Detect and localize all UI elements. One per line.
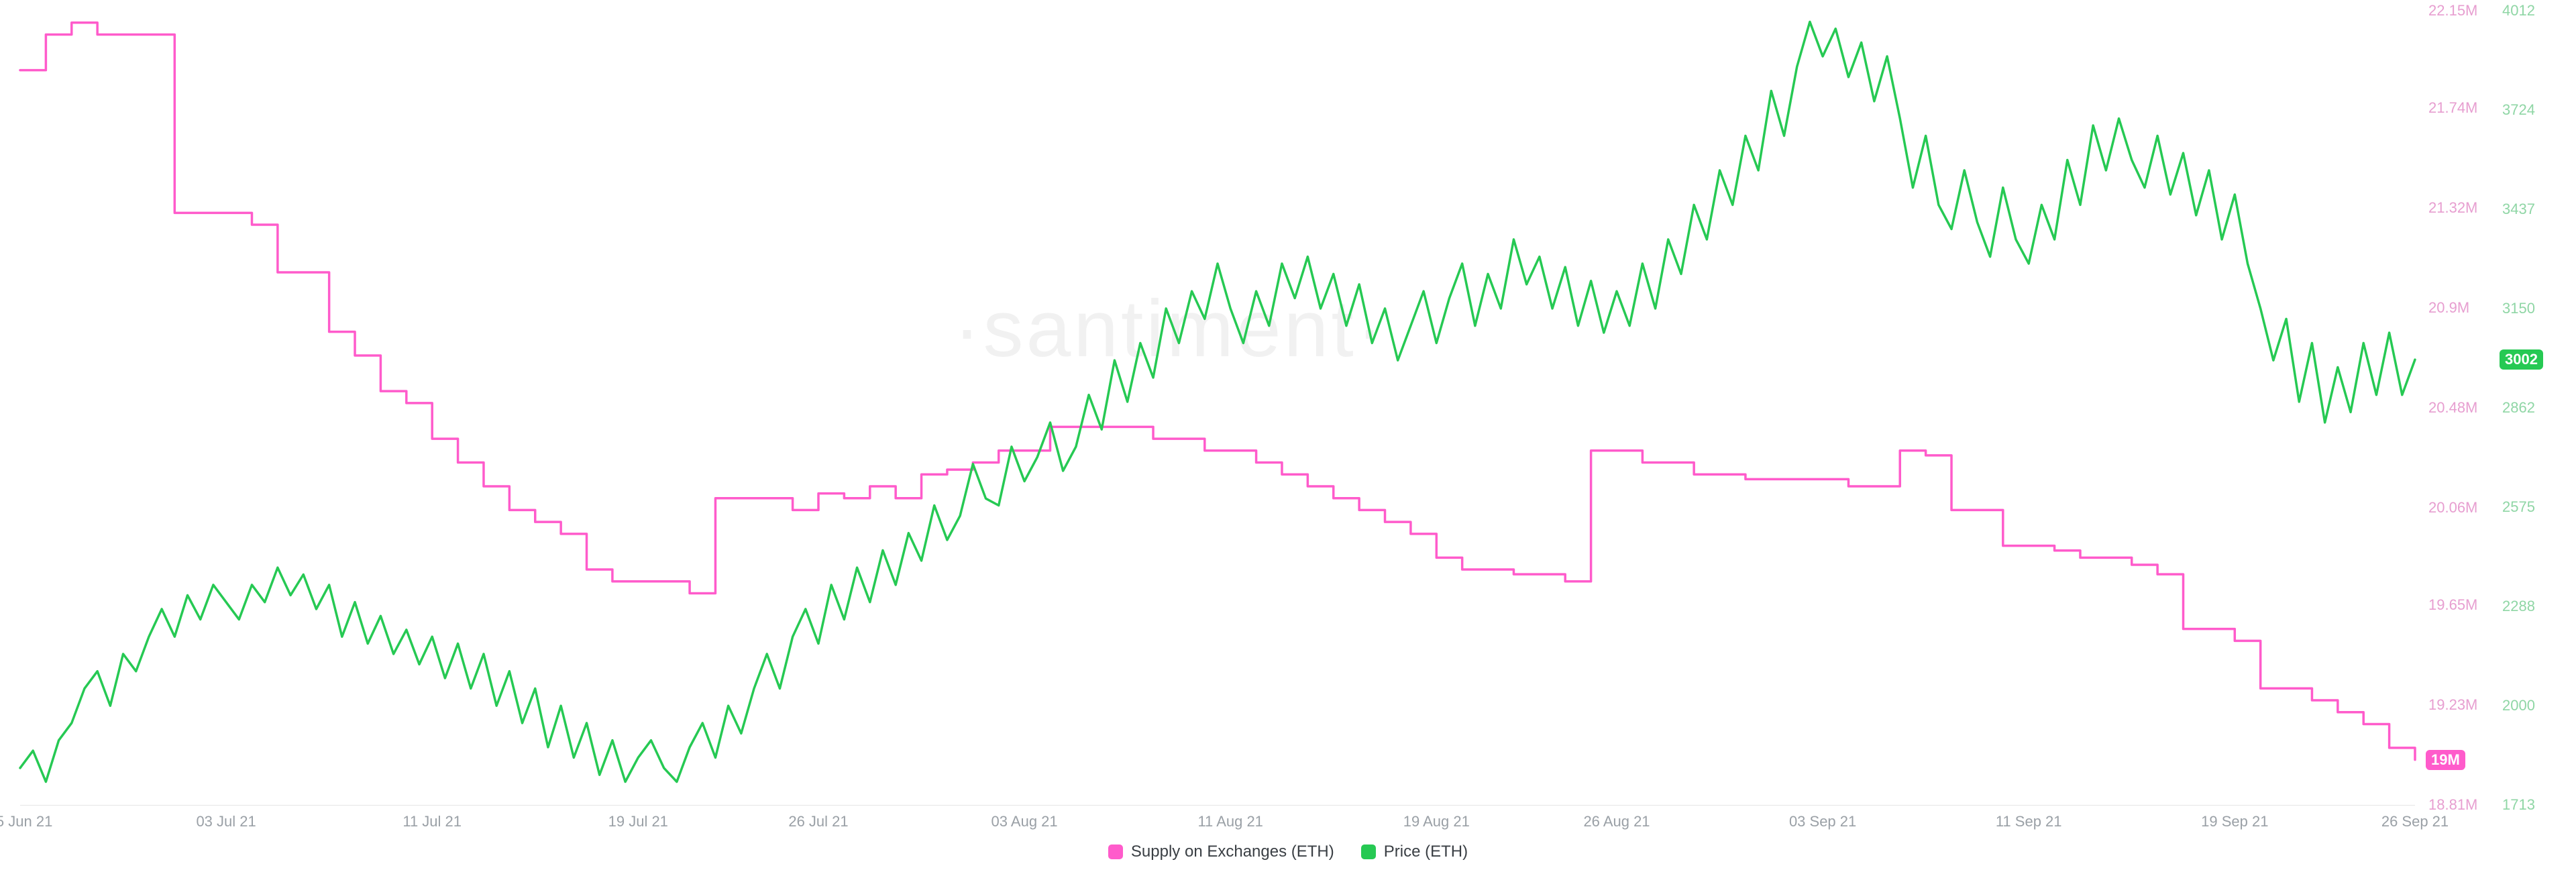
y-tick-supply: 19.23M bbox=[2428, 696, 2477, 714]
x-axis: 25 Jun 21 03 Jul 21 11 Jul 21 19 Jul 21 26 J… bbox=[0, 813, 2576, 840]
y-tick-price: 3437 bbox=[2502, 201, 2535, 218]
legend-label: Price (ETH) bbox=[1384, 842, 1468, 861]
chart-lines bbox=[20, 11, 2415, 805]
y-tick-supply: 20.48M bbox=[2428, 399, 2477, 417]
current-value-badge-price: 3002 bbox=[2500, 349, 2543, 370]
plot-area[interactable]: ·santiment· bbox=[20, 11, 2415, 805]
x-tick: 25 Jun 21 bbox=[0, 813, 52, 830]
x-tick: 19 Sep 21 bbox=[2201, 813, 2268, 830]
x-tick: 11 Sep 21 bbox=[1996, 813, 2062, 830]
y-tick-price: 1713 bbox=[2502, 796, 2535, 814]
y-tick-supply: 22.15M bbox=[2428, 2, 2477, 19]
y-tick-price: 2000 bbox=[2502, 697, 2535, 714]
y-tick-supply: 21.74M bbox=[2428, 99, 2477, 117]
legend-item[interactable]: Price (ETH) bbox=[1361, 842, 1468, 861]
x-tick: 03 Aug 21 bbox=[991, 813, 1058, 830]
x-tick: 11 Aug 21 bbox=[1197, 813, 1263, 830]
y-tick-price: 3724 bbox=[2502, 101, 2535, 119]
y-tick-price: 3150 bbox=[2502, 300, 2535, 317]
legend-swatch bbox=[1108, 844, 1123, 859]
x-tick: 19 Aug 21 bbox=[1403, 813, 1470, 830]
x-tick: 11 Jul 21 bbox=[402, 813, 462, 830]
x-tick: 26 Aug 21 bbox=[1583, 813, 1650, 830]
x-tick: 03 Sep 21 bbox=[1789, 813, 1856, 830]
legend-item[interactable]: Supply on Exchanges (ETH) bbox=[1108, 842, 1334, 861]
y-tick-supply: 21.32M bbox=[2428, 199, 2477, 217]
y-tick-supply: 19.65M bbox=[2428, 596, 2477, 614]
y-tick-price: 2288 bbox=[2502, 598, 2535, 615]
y-tick-supply: 20.9M bbox=[2428, 299, 2469, 317]
legend-label: Supply on Exchanges (ETH) bbox=[1131, 842, 1334, 861]
chart-container: ·santiment· 22.15M 21.74M 21.32M 20.9M 20.48… bbox=[0, 0, 2576, 872]
current-value-badge-supply: 19M bbox=[2426, 750, 2465, 770]
legend: Supply on Exchanges (ETH) Price (ETH) bbox=[0, 842, 2576, 861]
x-tick: 03 Jul 21 bbox=[196, 813, 256, 830]
x-axis-baseline bbox=[20, 805, 2415, 806]
x-tick: 26 Jul 21 bbox=[788, 813, 848, 830]
y-tick-price: 2575 bbox=[2502, 498, 2535, 516]
y-tick-supply: 18.81M bbox=[2428, 796, 2477, 814]
legend-swatch bbox=[1361, 844, 1376, 859]
x-tick: 26 Sep 21 bbox=[2381, 813, 2449, 830]
x-tick: 19 Jul 21 bbox=[608, 813, 668, 830]
y-tick-price: 4012 bbox=[2502, 2, 2535, 19]
y-tick-price: 2862 bbox=[2502, 399, 2535, 417]
y-tick-supply: 20.06M bbox=[2428, 499, 2477, 516]
